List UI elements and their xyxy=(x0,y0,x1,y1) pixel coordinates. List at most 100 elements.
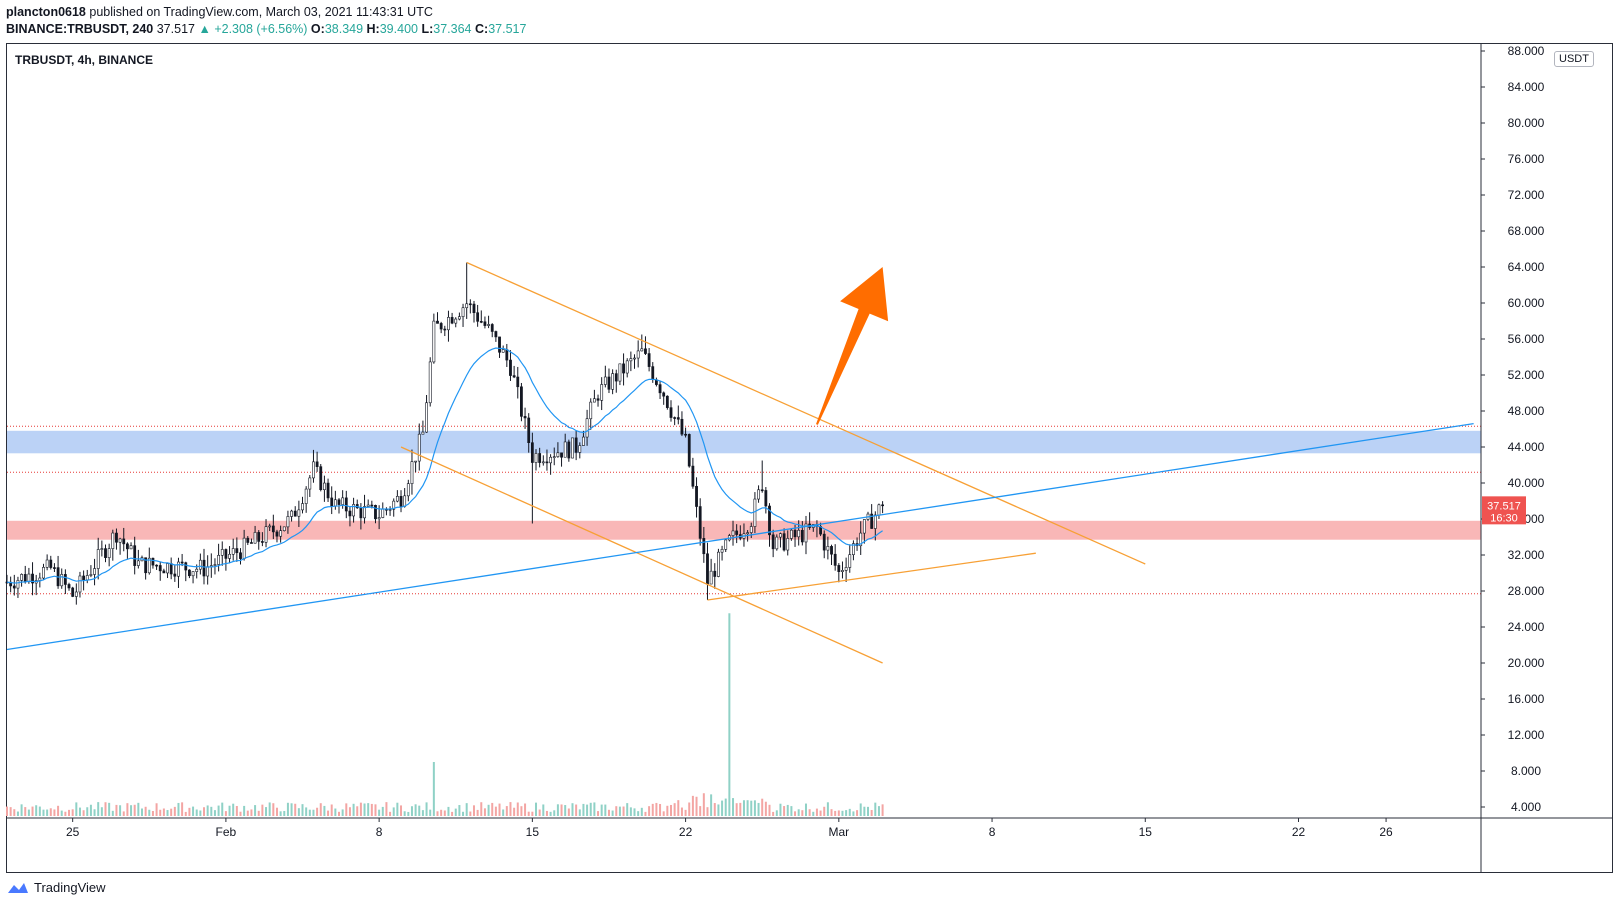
candle xyxy=(23,565,27,584)
trendline-1[interactable] xyxy=(466,261,1146,565)
volume-bar xyxy=(86,807,89,816)
candle xyxy=(348,506,352,527)
candle xyxy=(246,536,250,546)
candle xyxy=(530,432,534,524)
time-tick-label: Feb xyxy=(216,825,237,839)
volume-bar xyxy=(297,808,300,816)
price-tick-label: 76.000 xyxy=(1508,152,1545,166)
volume-bar xyxy=(173,806,176,816)
volume-bar xyxy=(341,809,344,816)
volume-bar xyxy=(571,803,574,816)
volume-bar xyxy=(848,808,851,816)
volume-bar xyxy=(655,802,658,816)
footer-brand: TradingView xyxy=(34,880,106,895)
volume-bar xyxy=(487,804,490,816)
candle xyxy=(779,532,782,548)
candle xyxy=(724,538,728,553)
up-triangle-icon: ▲ xyxy=(198,22,211,36)
candle xyxy=(250,538,253,544)
candle xyxy=(425,395,428,433)
candle xyxy=(822,530,826,559)
volume-bar xyxy=(57,805,60,816)
volume-bar xyxy=(640,807,643,816)
volume-bar xyxy=(140,808,143,816)
price-tick-label: 16.000 xyxy=(1508,692,1545,706)
time-tick-label: Mar xyxy=(828,825,849,839)
volume-bar xyxy=(414,804,417,816)
candle xyxy=(111,529,115,561)
volume-bar xyxy=(13,809,16,816)
volume-bar xyxy=(804,803,807,816)
price-tick-label: 56.000 xyxy=(1508,332,1545,346)
candle xyxy=(490,323,494,338)
price-tick-label: 68.000 xyxy=(1508,224,1545,238)
volume-bar xyxy=(750,800,753,816)
candle xyxy=(93,558,96,586)
trendline-4[interactable] xyxy=(6,422,1474,651)
candle xyxy=(881,501,885,514)
candle xyxy=(549,454,553,475)
volume-bar xyxy=(239,811,242,816)
candle xyxy=(713,563,717,589)
candle xyxy=(534,449,538,471)
candle xyxy=(629,351,633,372)
candle xyxy=(279,525,283,543)
author-name[interactable]: plancton0618 xyxy=(6,5,86,19)
tradingview-logo[interactable]: TradingView xyxy=(6,880,106,895)
volume-bar xyxy=(560,804,563,816)
volume-bar xyxy=(626,803,629,816)
candle xyxy=(465,262,469,319)
candle xyxy=(505,343,509,367)
candle xyxy=(169,557,173,580)
volume-bar xyxy=(856,810,859,816)
candle xyxy=(290,509,293,522)
candle xyxy=(439,321,443,334)
trendline-3[interactable] xyxy=(707,552,1036,601)
volume-bar xyxy=(677,800,680,816)
tradingview-cloud-icon xyxy=(8,882,28,893)
candle xyxy=(589,398,593,430)
candle xyxy=(308,475,312,497)
volume-bar xyxy=(662,811,665,816)
volume-bar xyxy=(9,807,12,816)
candle xyxy=(804,515,808,555)
volume-bar xyxy=(538,809,541,816)
volume-bar xyxy=(181,802,184,816)
candle xyxy=(271,514,275,540)
price-tick-label: 80.000 xyxy=(1508,116,1545,130)
trendline-2[interactable] xyxy=(400,446,883,664)
candle xyxy=(764,487,768,514)
candle xyxy=(757,485,760,503)
candle xyxy=(578,442,582,459)
candle xyxy=(771,529,775,558)
candle xyxy=(443,325,447,337)
bullish-arrow[interactable] xyxy=(816,267,889,425)
candle xyxy=(520,382,523,422)
volume-bar xyxy=(859,803,862,816)
candle xyxy=(155,564,158,570)
volume-bar xyxy=(815,808,818,816)
candle xyxy=(523,407,527,429)
candle xyxy=(239,548,242,565)
volume-bar xyxy=(268,802,271,816)
volume-bar xyxy=(589,802,592,816)
candle xyxy=(614,369,618,393)
candle xyxy=(304,486,308,513)
volume-bar xyxy=(633,808,636,816)
volume-bar xyxy=(852,811,855,816)
candle xyxy=(735,524,739,544)
volume-bar xyxy=(104,802,107,816)
chart-frame[interactable] xyxy=(6,43,1613,873)
candle xyxy=(611,369,615,395)
volume-bar xyxy=(257,810,260,816)
candle xyxy=(691,457,695,489)
volume-bar xyxy=(144,806,147,816)
volume-bar xyxy=(130,805,133,816)
time-tick-label: 15 xyxy=(526,825,540,839)
resistance-zone[interactable] xyxy=(7,430,1481,454)
volume-bar xyxy=(184,811,187,816)
volume-bar xyxy=(389,811,392,816)
currency-unit-badge[interactable]: USDT xyxy=(1554,51,1594,67)
volume-bar xyxy=(462,811,465,816)
